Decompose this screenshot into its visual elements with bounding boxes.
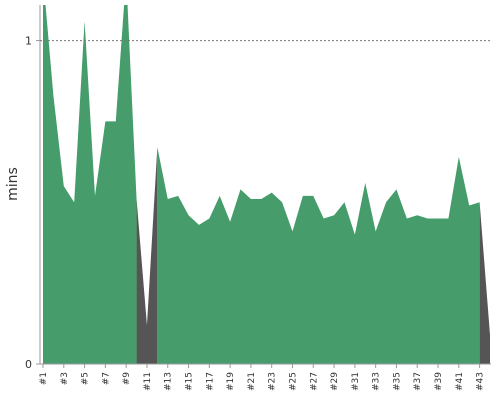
x-tick-label: #29 xyxy=(330,372,340,391)
x-tick-label: #21 xyxy=(247,372,257,391)
x-tick-label: #19 xyxy=(226,372,236,391)
x-tick-label: #25 xyxy=(288,372,298,391)
x-tick-label: #35 xyxy=(392,372,402,391)
y-axis-label: mins xyxy=(5,167,21,201)
area xyxy=(43,5,480,364)
x-tick-label: #39 xyxy=(434,372,444,391)
x-tick-label: #9 xyxy=(122,372,132,386)
x-tick-label: #1 xyxy=(39,372,49,385)
plot-area xyxy=(43,5,490,364)
x-tick-label: #37 xyxy=(413,372,423,391)
x-tick-label: #3 xyxy=(60,372,70,385)
x-tick-label: #13 xyxy=(164,372,174,391)
y-tick-label: 0 xyxy=(25,358,32,371)
x-tick-label: #15 xyxy=(185,372,195,391)
x-tick-label: #31 xyxy=(351,372,361,391)
x-tick-label: #11 xyxy=(143,372,153,391)
x-tick-label: #43 xyxy=(476,372,486,391)
x-tick-label: #33 xyxy=(372,372,382,391)
x-tick-label: #41 xyxy=(455,372,465,391)
y-tick-label: 1 xyxy=(25,35,32,48)
x-tick-label: #23 xyxy=(268,372,278,391)
x-tick-label: #17 xyxy=(205,372,215,391)
x-tick-label: #27 xyxy=(309,372,319,391)
x-tick-label: #5 xyxy=(81,372,91,385)
x-tick-label: #7 xyxy=(101,372,111,385)
